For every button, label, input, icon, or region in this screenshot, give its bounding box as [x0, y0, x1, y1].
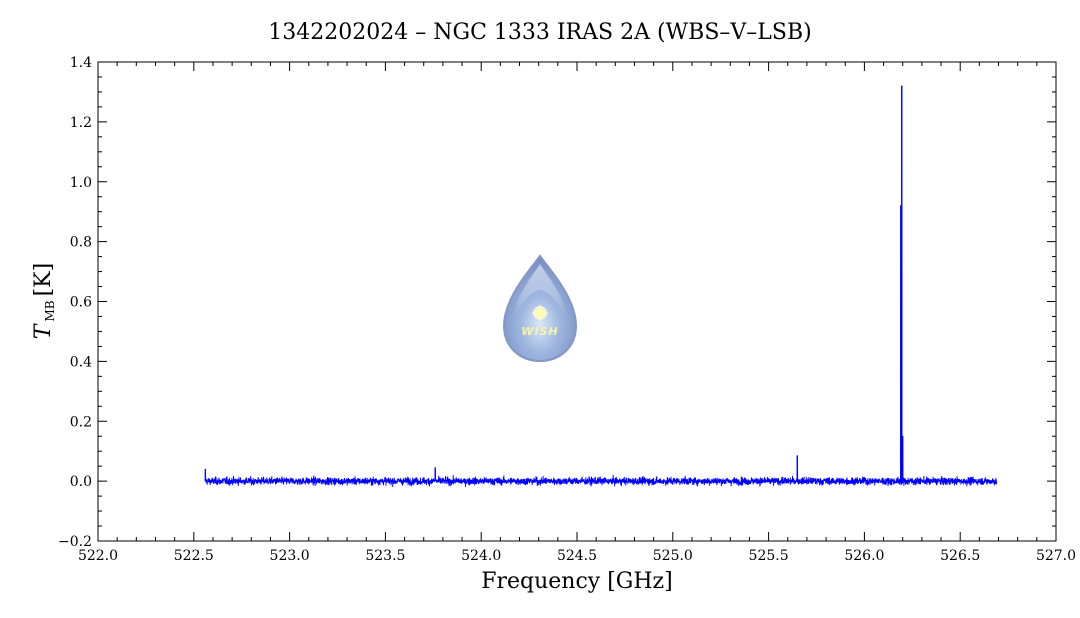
y-axis-label: TMB [K] [31, 263, 57, 339]
x-tick-label: 525.0 [653, 548, 693, 564]
x-tick-label: 522.5 [174, 548, 214, 564]
spectrum-line [205, 85, 998, 488]
chart-title: 1342202024 – NGC 1333 IRAS 2A (WBS–V–LSB… [268, 20, 811, 45]
data-layer [204, 85, 998, 488]
wish-logo: WISH [502, 254, 578, 363]
y-axis-label-main: T [31, 322, 56, 339]
plot-frame [97, 61, 1057, 542]
svg-text:TMB[K]: TMB [K] [31, 263, 57, 339]
star-icon [531, 304, 549, 322]
y-tick-label: 0.6 [70, 295, 92, 311]
y-axis-label-unit: [K] [31, 263, 56, 297]
y-tick-label: −0.2 [58, 534, 92, 550]
x-tick-label: 524.5 [557, 548, 597, 564]
y-tick-label: 0.4 [70, 354, 92, 370]
x-tick-label: 526.5 [940, 548, 980, 564]
y-tick-label: 1.0 [70, 175, 92, 191]
y-tick-label: 0.8 [70, 235, 92, 251]
x-tick-label: 523.0 [270, 548, 310, 564]
y-tick-label: 1.4 [70, 55, 92, 71]
y-tick-label: 0.2 [70, 414, 92, 430]
x-tick-label: 527.0 [1036, 548, 1076, 564]
axes-layer: 522.0 522.5 523.0 523.5 524.0 524.5 525.0 525.5… [58, 55, 1076, 564]
x-tick-label: 523.5 [365, 548, 405, 564]
x-axis-label: Frequency [GHz] [481, 569, 673, 594]
x-tick-label: 526.0 [844, 548, 884, 564]
x-tick-label: 525.5 [749, 548, 789, 564]
wish-logo-text: WISH [521, 325, 558, 338]
y-tick-label: 0.0 [70, 474, 92, 490]
y-axis-label-sub: MB [43, 300, 57, 321]
y-tick-label: 1.2 [70, 115, 92, 131]
x-tick-label: 522.0 [78, 548, 118, 564]
x-tick-label: 524.0 [461, 548, 501, 564]
